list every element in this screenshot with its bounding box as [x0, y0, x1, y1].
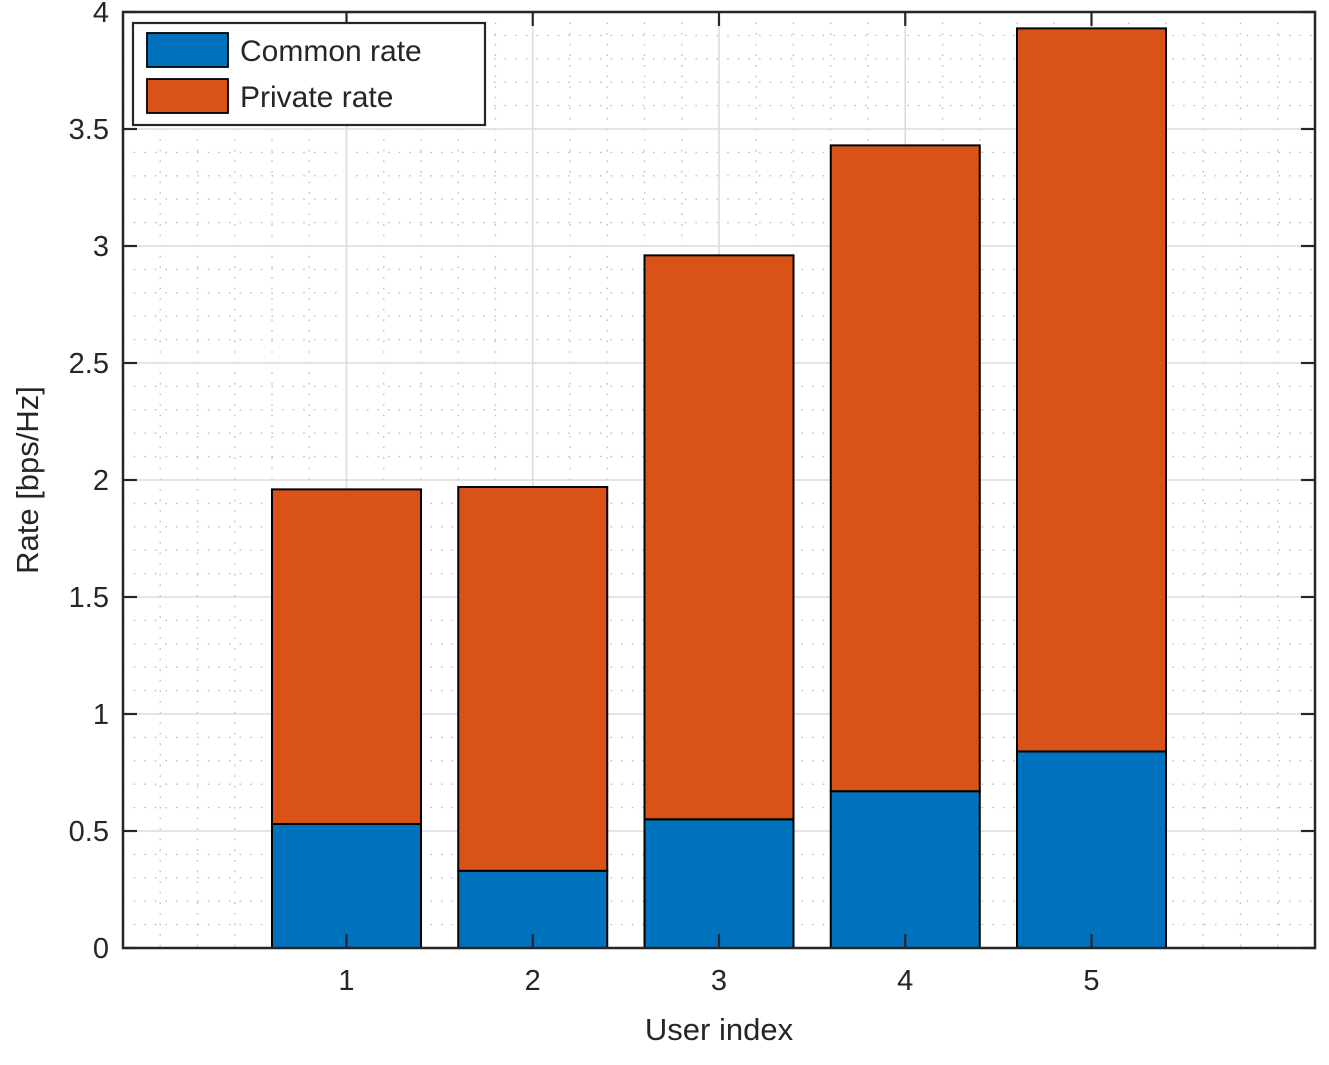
- y-tick-label-3.5: 3.5: [69, 114, 109, 146]
- y-tick-label-1: 1: [93, 699, 109, 731]
- x-tick-label-2: 2: [525, 965, 541, 997]
- y-tick-label-2: 2: [93, 465, 109, 497]
- x-tick-label-4: 4: [897, 965, 913, 997]
- bar-user3-common-rate: [643, 818, 795, 949]
- x-tick-label-5: 5: [1083, 965, 1099, 997]
- legend: Common rate Private rate: [131, 21, 487, 127]
- bar-user5-common-rate: [1016, 750, 1167, 949]
- bar-user1-private-rate: [271, 488, 422, 825]
- tick-marks: [123, 10, 1315, 950]
- x-tick-label-1: 1: [338, 965, 354, 997]
- legend-label-private-rate: Private rate: [240, 81, 393, 114]
- y-tick-label-1.5: 1.5: [69, 582, 109, 614]
- bar-user4-common-rate: [829, 790, 981, 949]
- bar-user3-private-rate: [643, 254, 795, 821]
- bar-user4-private-rate: [829, 144, 981, 793]
- y-tick-label-0.5: 0.5: [69, 816, 109, 848]
- bar-user5-private-rate: [1016, 27, 1167, 753]
- legend-label-common-rate: Common rate: [240, 35, 422, 68]
- bar-user2-private-rate: [457, 486, 609, 872]
- legend-swatch-private-rate: [146, 78, 229, 114]
- y-tick-label-4: 4: [93, 0, 109, 29]
- y-tick-label-2.5: 2.5: [69, 348, 109, 380]
- bar-user1-common-rate: [271, 822, 422, 949]
- x-axis-label: User index: [645, 1012, 794, 1047]
- y-tick-label-3: 3: [93, 231, 109, 263]
- y-tick-label-0: 0: [93, 933, 109, 965]
- legend-swatch-common-rate: [146, 32, 229, 68]
- y-axis-label: Rate [bps/Hz]: [10, 386, 45, 574]
- x-tick-label-3: 3: [711, 965, 727, 997]
